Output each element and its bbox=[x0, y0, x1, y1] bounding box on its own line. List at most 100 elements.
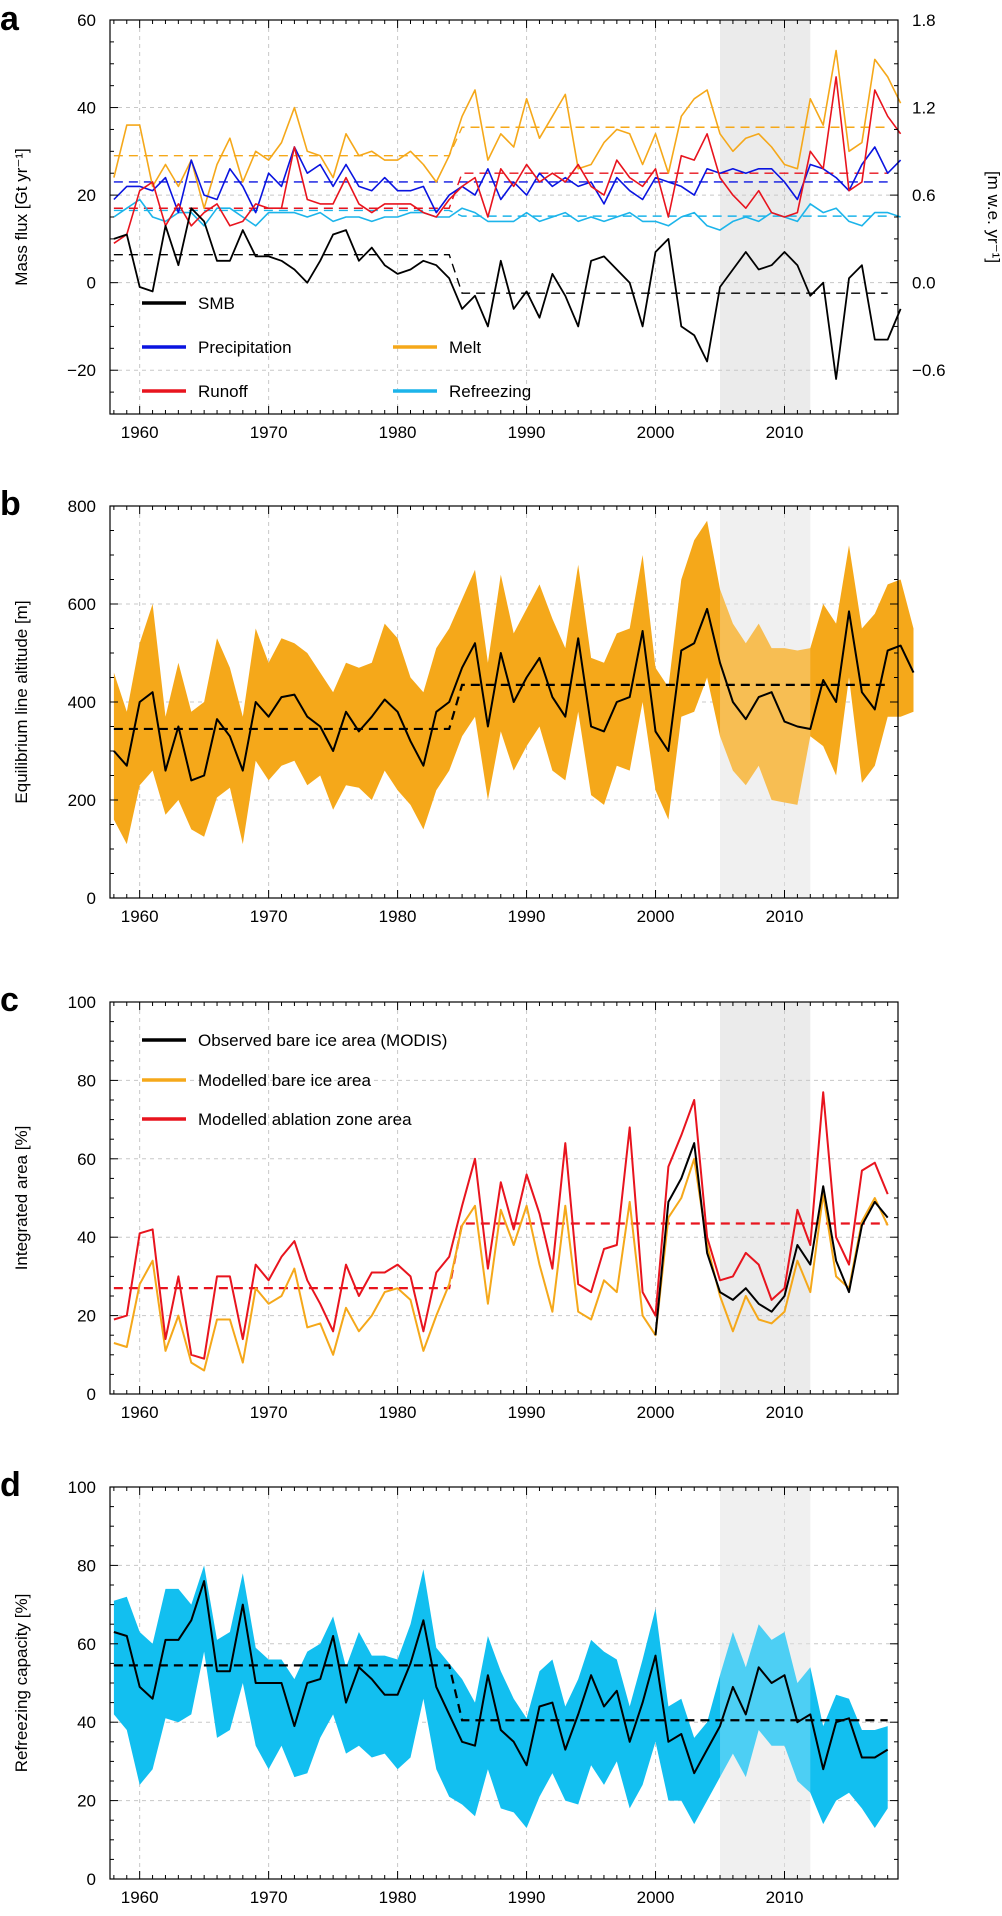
y-tick-label: 100 bbox=[68, 993, 96, 1012]
panel-c: 1960 1970 1980 1990 2000 2010 0 20 40 60 80 100 Inte… bbox=[0, 981, 899, 1422]
panel-letter: a bbox=[0, 0, 20, 38]
y-tick-label: 20 bbox=[77, 186, 96, 205]
series-line-main bbox=[113, 607, 915, 782]
secondary-y-axis-title: [m w.e. yr⁻¹] bbox=[984, 171, 1002, 263]
x-tick-label: 1970 bbox=[250, 423, 288, 442]
y2-tick-label: 0.6 bbox=[912, 186, 936, 205]
y-tick-label: 400 bbox=[68, 693, 96, 712]
series-line-smb bbox=[113, 207, 902, 380]
y-tick-label: 60 bbox=[77, 1635, 96, 1654]
x-axis: 1960 1970 1980 1990 2000 2010 bbox=[113, 506, 889, 926]
panel-letter: c bbox=[0, 981, 19, 1019]
y-tick-label: 0 bbox=[87, 889, 96, 908]
panel-letter: b bbox=[0, 485, 21, 523]
y-tick-label: 60 bbox=[77, 11, 96, 30]
x-tick-label: 1980 bbox=[379, 1403, 417, 1422]
x-tick-label: 1960 bbox=[121, 423, 159, 442]
y-axis: 0 200 400 600 800 bbox=[68, 497, 898, 908]
y-axis: 0 20 40 60 80 100 bbox=[68, 1478, 898, 1889]
legend: Observed bare ice area (MODIS) Modelled b… bbox=[142, 1031, 447, 1129]
legend-label-refreezing: Refreezing bbox=[449, 382, 531, 401]
x-tick-label: 1980 bbox=[379, 907, 417, 926]
x-tick-label: 1960 bbox=[121, 907, 159, 926]
legend-label-smb: SMB bbox=[198, 294, 235, 313]
gridlines bbox=[110, 20, 898, 414]
x-tick-label: 1980 bbox=[379, 1888, 417, 1907]
x-axis: 1960 1970 1980 1990 2000 2010 bbox=[113, 1487, 889, 1907]
x-tick-label: 1990 bbox=[508, 1403, 546, 1422]
x-tick-label: 1980 bbox=[379, 423, 417, 442]
legend-label-observed: Observed bare ice area (MODIS) bbox=[198, 1031, 447, 1050]
legend-label-runoff: Runoff bbox=[198, 382, 248, 401]
y2-tick-label: 0.0 bbox=[912, 274, 936, 293]
panel-letter: d bbox=[0, 1466, 21, 1504]
x-tick-label: 2010 bbox=[766, 1888, 804, 1907]
y-tick-label: 40 bbox=[77, 99, 96, 118]
y-tick-label: 600 bbox=[68, 595, 96, 614]
gridlines bbox=[110, 1002, 898, 1394]
secondary-y-axis: −0.6 0.0 0.6 1.2 1.8 bbox=[890, 11, 946, 415]
y-axis: 0 20 40 60 80 100 bbox=[68, 993, 898, 1404]
y2-tick-label: −0.6 bbox=[912, 361, 946, 380]
x-axis: 1960 1970 1980 1990 2000 2010 bbox=[113, 1002, 889, 1422]
y-tick-label: 20 bbox=[77, 1307, 96, 1326]
y-axis-title: Refreezing capacity [%] bbox=[12, 1594, 31, 1773]
x-tick-label: 1990 bbox=[508, 423, 546, 442]
legend-label-melt: Melt bbox=[449, 338, 481, 357]
panel-b: 1960 1970 1980 1990 2000 2010 0 200 400 600 800 Equ… bbox=[0, 485, 915, 926]
period-mean-ela bbox=[113, 683, 888, 731]
observed-period-overlay bbox=[720, 506, 811, 898]
legend: SMB Precipitation Runoff Melt Refreezing bbox=[142, 294, 531, 401]
y-tick-label: 40 bbox=[77, 1228, 96, 1247]
x-tick-label: 2010 bbox=[766, 1403, 804, 1422]
x-axis: 1960 1970 1980 1990 2000 2010 bbox=[113, 20, 889, 442]
y-tick-label: 40 bbox=[77, 1713, 96, 1732]
x-tick-label: 1970 bbox=[250, 1403, 288, 1422]
series-line-main bbox=[113, 1580, 889, 1775]
legend-label-bare_ice: Modelled bare ice area bbox=[198, 1071, 371, 1090]
x-tick-label: 1970 bbox=[250, 907, 288, 926]
series-line-runoff bbox=[113, 76, 902, 244]
period-mean-refreezing bbox=[113, 209, 888, 217]
x-tick-label: 1990 bbox=[508, 907, 546, 926]
observed-period-shading bbox=[720, 1002, 811, 1394]
y-tick-label: 0 bbox=[87, 1870, 96, 1889]
series-line-ablation bbox=[113, 1091, 889, 1360]
y2-tick-label: 1.2 bbox=[912, 99, 936, 118]
x-tick-label: 2000 bbox=[637, 1403, 675, 1422]
period-mean-capacity bbox=[113, 1664, 888, 1722]
panel-a: 1960 1970 1980 1990 2000 2010 −20 0 20 40 60 Mass f… bbox=[0, 0, 1002, 442]
x-tick-label: 1960 bbox=[121, 1403, 159, 1422]
y-tick-label: 200 bbox=[68, 791, 96, 810]
series-line-precipitation bbox=[113, 146, 902, 214]
y-tick-label: −20 bbox=[67, 361, 96, 380]
x-tick-label: 2000 bbox=[637, 423, 675, 442]
period-mean-smb bbox=[113, 253, 888, 294]
x-tick-label: 2000 bbox=[637, 907, 675, 926]
y2-tick-label: 1.8 bbox=[912, 11, 936, 30]
x-tick-label: 1990 bbox=[508, 1888, 546, 1907]
y-axis-title: Mass flux [Gt yr⁻¹] bbox=[12, 148, 31, 285]
y-axis: −20 0 20 40 60 bbox=[67, 11, 118, 415]
x-tick-label: 1970 bbox=[250, 1888, 288, 1907]
x-tick-label: 2010 bbox=[766, 907, 804, 926]
y-tick-label: 0 bbox=[87, 274, 96, 293]
y-tick-label: 800 bbox=[68, 497, 96, 516]
series-line-bare_ice bbox=[113, 1157, 889, 1372]
y-tick-label: 80 bbox=[77, 1556, 96, 1575]
x-tick-label: 1960 bbox=[121, 1888, 159, 1907]
x-tick-label: 2010 bbox=[766, 423, 804, 442]
x-tick-label: 2000 bbox=[637, 1888, 675, 1907]
range-band bbox=[113, 520, 914, 845]
period-mean-melt bbox=[113, 126, 888, 157]
y-axis-title: Equilibrium line altitude [m] bbox=[12, 600, 31, 803]
y-tick-label: 60 bbox=[77, 1150, 96, 1169]
panel-d: 1960 1970 1980 1990 2000 2010 0 20 40 60 80 100 Refr… bbox=[0, 1466, 899, 1907]
y-tick-label: 20 bbox=[77, 1792, 96, 1811]
observed-period-overlay bbox=[720, 1487, 811, 1879]
range-band bbox=[113, 1565, 888, 1828]
y-axis-title: Integrated area [%] bbox=[12, 1126, 31, 1271]
series-line-melt bbox=[113, 49, 902, 209]
legend-label-precipitation: Precipitation bbox=[198, 338, 292, 357]
